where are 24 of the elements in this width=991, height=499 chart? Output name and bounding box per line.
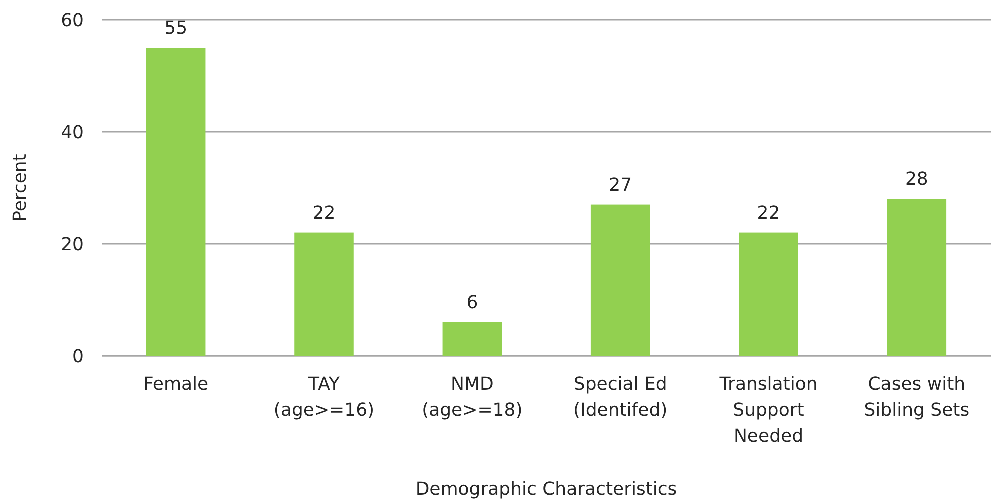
y-tick-label: 20 [61,234,84,256]
x-tick-label: NMD (age>=18) [422,374,523,421]
x-tick-label: Female [144,374,209,395]
bar [442,322,502,356]
bar [590,204,650,356]
y-tick-label: 60 [61,10,84,32]
data-label: 55 [164,18,188,39]
data-label: 22 [312,202,336,224]
y-axis-title: Percent [10,154,31,222]
y-tick-label: 40 [61,122,84,144]
x-axis-title: Demographic Characteristics [416,479,678,499]
data-label: 28 [905,169,928,190]
bar [739,232,798,356]
data-label: 6 [466,292,478,314]
bar [146,48,206,356]
y-tick-label: 0 [72,346,84,368]
x-tick-label: Cases with Sibling Sets [864,374,970,421]
x-tick-label: Translation Support Needed [718,374,818,447]
x-tick-label: TAY (age>=16) [274,374,375,421]
data-label: 27 [609,174,632,196]
data-label: 22 [757,202,780,224]
x-tick-label: Special Ed (Identifed) [573,374,668,421]
bar [294,232,354,356]
bar [887,199,947,356]
